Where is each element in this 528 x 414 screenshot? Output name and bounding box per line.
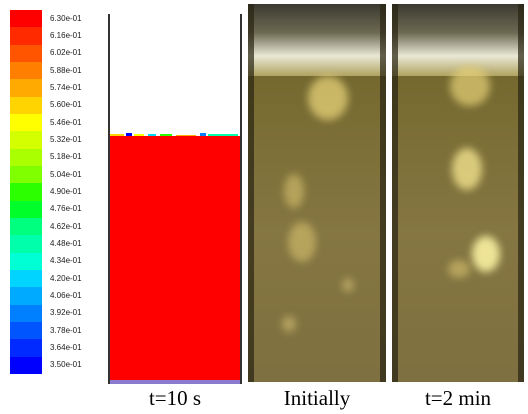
bubble-blob bbox=[452, 148, 482, 190]
colorbar-swatch bbox=[10, 114, 42, 132]
colorbar-tick-label: 4.20e-01 bbox=[50, 273, 82, 283]
bubble-blob bbox=[472, 236, 500, 272]
colorbar-swatch bbox=[10, 356, 42, 375]
simulation-column bbox=[108, 14, 242, 384]
photo-two-min bbox=[392, 4, 524, 382]
colorbar-tick-label: 4.90e-01 bbox=[50, 187, 82, 196]
colorbar-tick-label: 4.76e-01 bbox=[50, 204, 82, 214]
colorbar-swatch bbox=[10, 79, 42, 98]
colorbar-swatch bbox=[10, 10, 42, 28]
colorbar-tick-label: 5.60e-01 bbox=[50, 100, 82, 110]
colorbar-swatch bbox=[10, 287, 42, 306]
colorbar-tick-label: 5.88e-01 bbox=[50, 65, 82, 75]
column-wall-right bbox=[240, 14, 242, 384]
colorbar-swatch bbox=[10, 27, 42, 46]
photo-edge-right bbox=[518, 4, 524, 382]
photo-freeboard bbox=[392, 4, 524, 76]
colorbar-tick-label: 3.92e-01 bbox=[50, 308, 82, 318]
colorbar-tick-label: 6.30e-01 bbox=[50, 13, 82, 23]
colorbar-swatch bbox=[10, 96, 42, 115]
colorbar-swatch bbox=[10, 235, 42, 254]
photo-edge-left bbox=[392, 4, 398, 382]
bubble-blob bbox=[448, 260, 470, 278]
colorbar-tick-label: 5.32e-01 bbox=[50, 135, 82, 144]
caption-initially: Initially bbox=[283, 386, 351, 410]
colorbar-tick-label: 3.78e-01 bbox=[50, 325, 82, 335]
colorbar-swatch bbox=[10, 131, 42, 150]
colorbar-tick-label: 6.16e-01 bbox=[50, 31, 82, 40]
photo-freeboard bbox=[248, 4, 386, 76]
colorbar-tick-label: 4.62e-01 bbox=[50, 221, 82, 231]
bubble-blob bbox=[342, 278, 354, 292]
bubble-blob bbox=[450, 66, 490, 106]
photo-edge-left bbox=[248, 4, 254, 382]
bubble-blob bbox=[282, 316, 296, 332]
colorbar-swatch bbox=[10, 44, 42, 63]
colorbar-tick-label: 5.04e-01 bbox=[50, 169, 82, 179]
photo-initially bbox=[248, 4, 386, 382]
bubble-blob bbox=[308, 76, 348, 120]
colorbar-swatch bbox=[10, 183, 42, 202]
colorbar-tick-label: 6.02e-01 bbox=[50, 48, 82, 58]
column-wall-left bbox=[108, 14, 110, 384]
colorbar-swatch bbox=[10, 200, 42, 219]
colorbar-swatch bbox=[10, 252, 42, 271]
bubble-blob bbox=[288, 222, 316, 262]
particle-bed bbox=[110, 136, 240, 380]
colorbar-swatch bbox=[10, 322, 42, 340]
colorbar-swatch bbox=[10, 62, 42, 80]
colorbar-tick-label: 3.50e-01 bbox=[50, 360, 82, 370]
colorbar-tick-label: 5.46e-01 bbox=[50, 117, 82, 127]
colorbar-swatch bbox=[10, 148, 42, 167]
colorbar-tick-label: 4.48e-01 bbox=[50, 239, 82, 248]
caption-two-min: t=2 min bbox=[424, 386, 492, 410]
caption-simulation: t=10 s bbox=[148, 386, 202, 410]
photo-edge-right bbox=[380, 4, 386, 382]
distributor-plate bbox=[110, 380, 240, 384]
bubble-blob bbox=[284, 174, 304, 208]
colorbar-swatch bbox=[10, 166, 42, 184]
colorbar-tick-label: 5.18e-01 bbox=[50, 152, 82, 162]
colorbar-swatch bbox=[10, 218, 42, 236]
colorbar bbox=[10, 10, 42, 375]
colorbar-swatch bbox=[10, 270, 42, 288]
colorbar-swatch bbox=[10, 339, 42, 358]
colorbar-tick-label: 4.34e-01 bbox=[50, 256, 82, 266]
colorbar-swatch bbox=[10, 304, 42, 323]
colorbar-tick-label: 5.74e-01 bbox=[50, 83, 82, 92]
colorbar-tick-label: 4.06e-01 bbox=[50, 291, 82, 300]
colorbar-tick-label: 3.64e-01 bbox=[50, 343, 82, 352]
